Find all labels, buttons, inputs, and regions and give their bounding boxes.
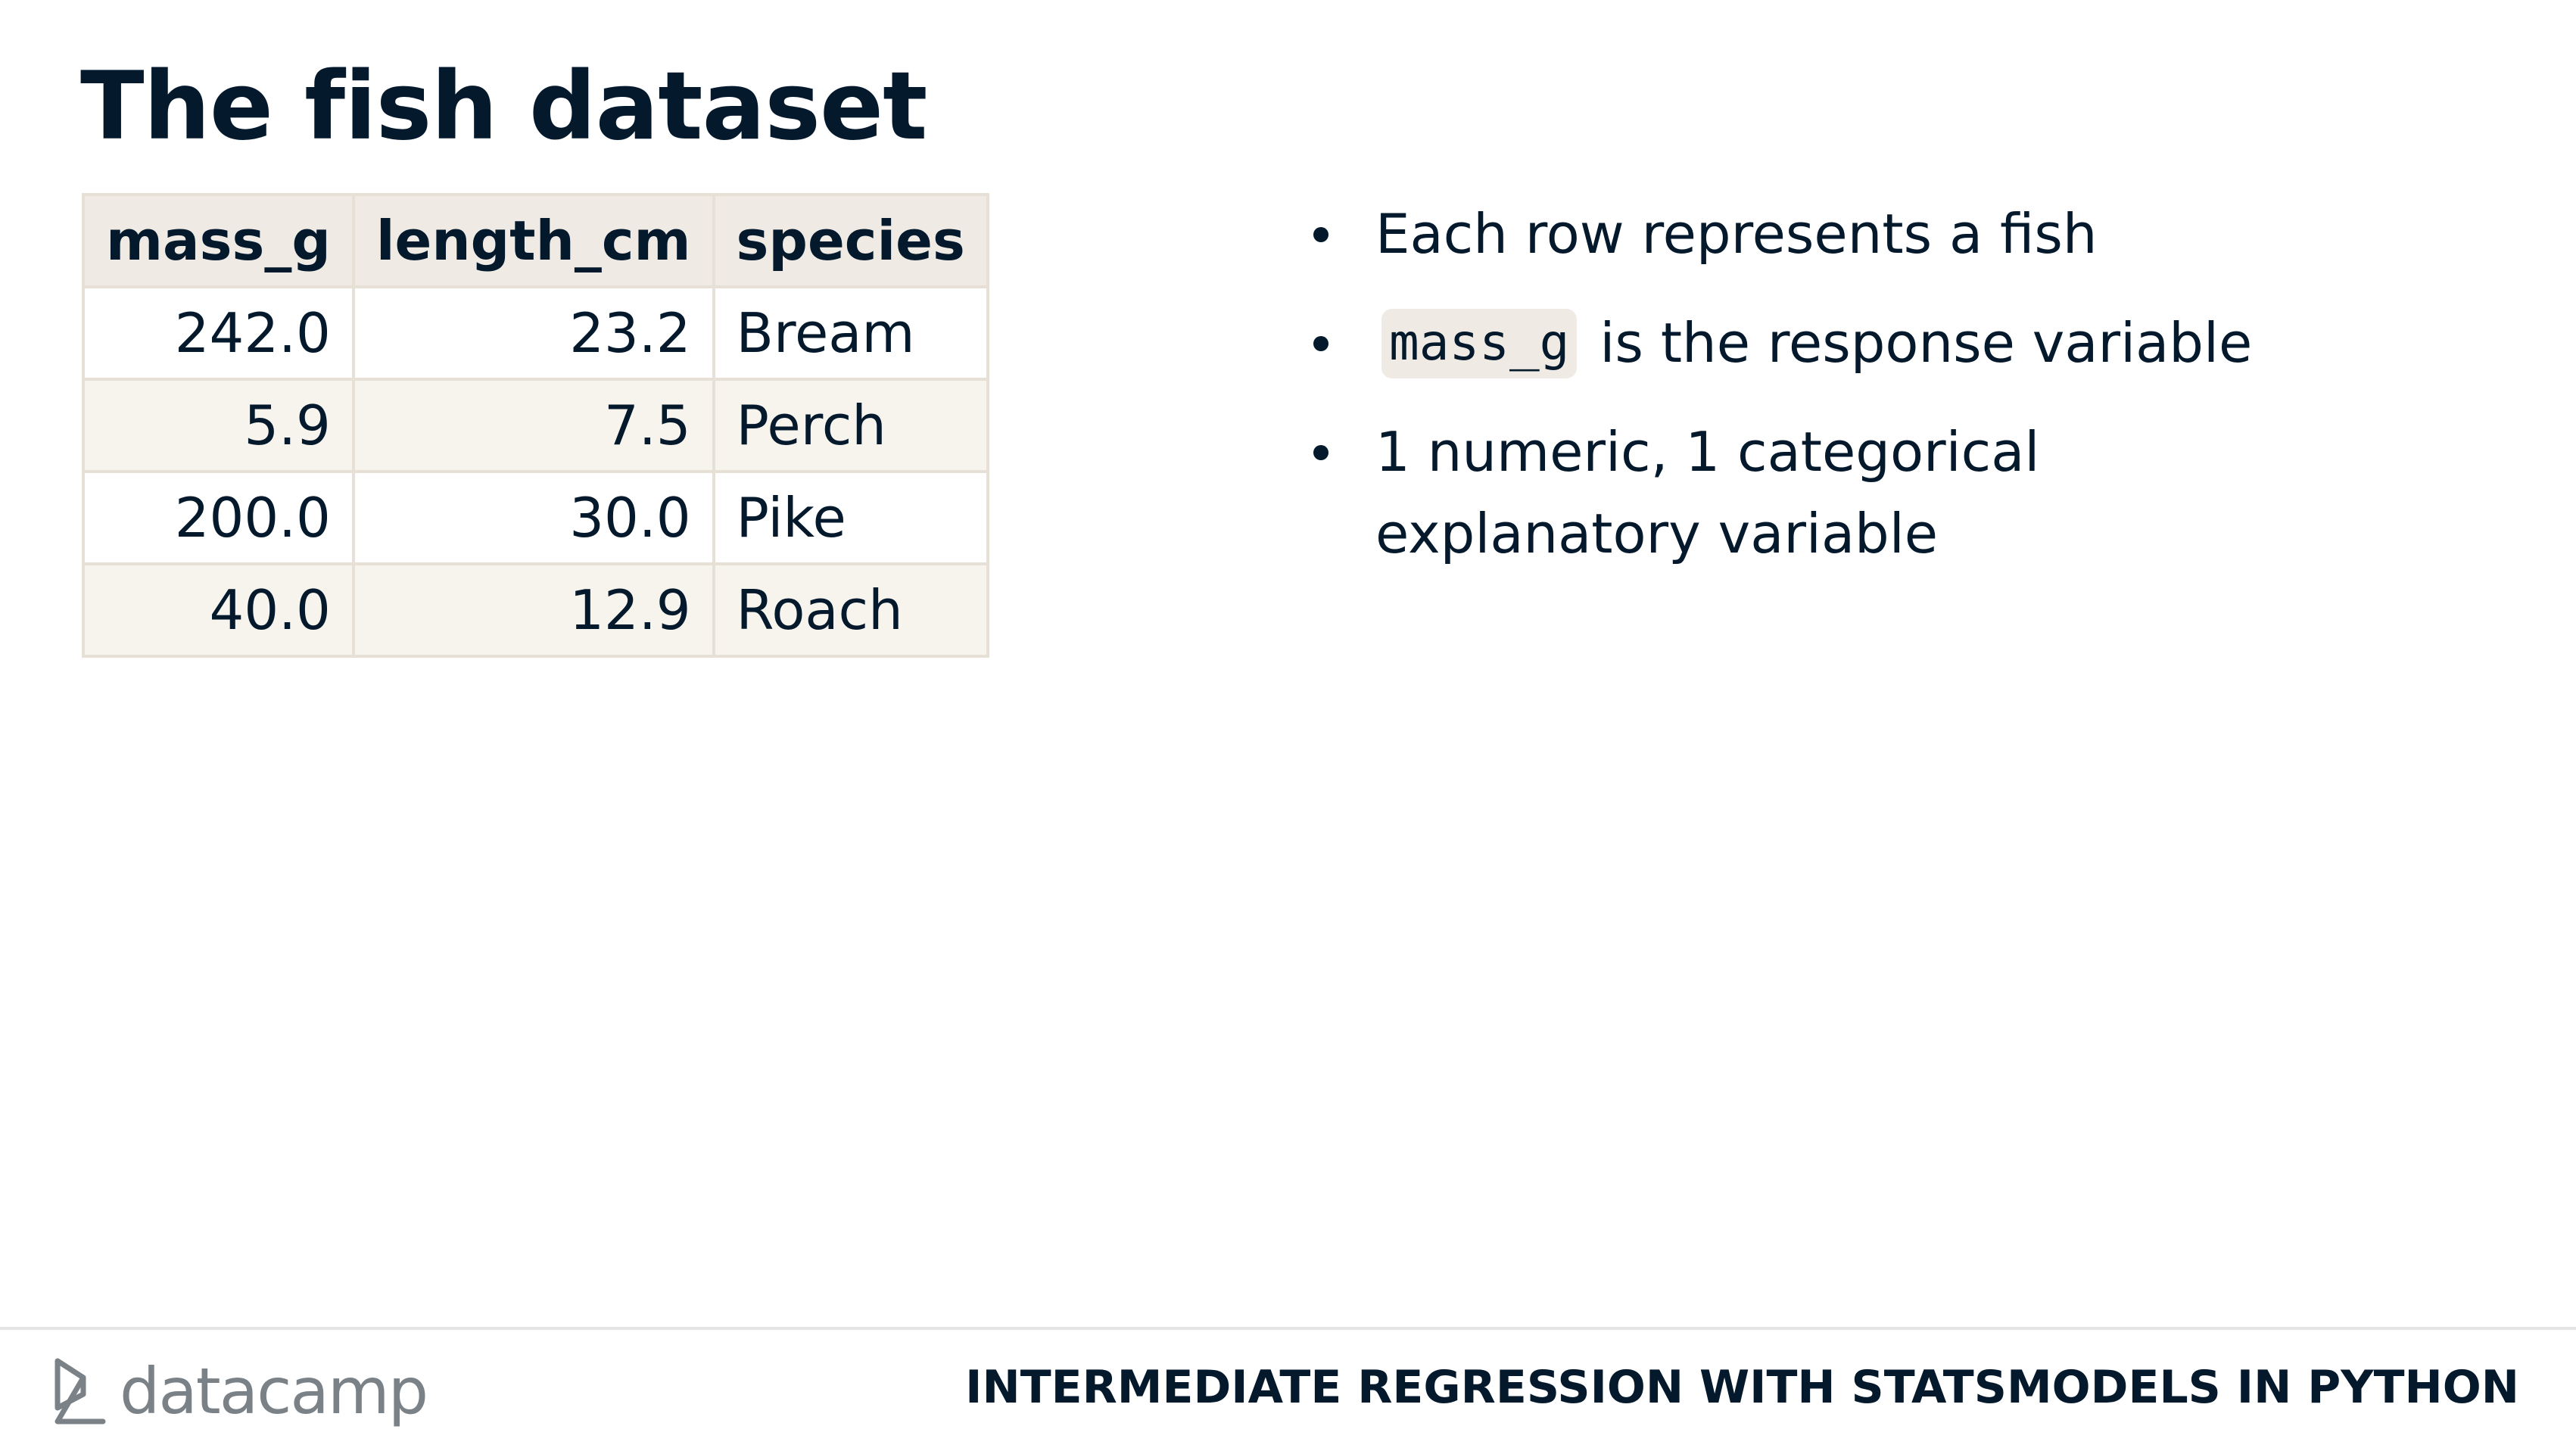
- bullet-text: is the response variable: [1599, 311, 2253, 375]
- bullet-item: mass_g is the response variable: [1313, 302, 2373, 384]
- cell-species: Bream: [712, 285, 989, 381]
- table-header-row: mass_g length_cm species: [82, 193, 989, 288]
- footer-divider: [0, 1327, 2576, 1330]
- table-row: 200.0 30.0 Pike: [82, 470, 989, 565]
- cell-length: 30.0: [351, 470, 715, 565]
- cell-species: Perch: [712, 378, 989, 473]
- table-row: 5.9 7.5 Perch: [82, 378, 989, 473]
- cell-mass: 40.0: [82, 562, 355, 658]
- bullet-dot-icon: [1313, 445, 1328, 460]
- bullet-item: Each row represents a fish: [1313, 193, 2373, 275]
- table-row: 242.0 23.2 Bream: [82, 285, 989, 381]
- cell-mass: 200.0: [82, 470, 355, 565]
- bullet-text: Each row represents a fish: [1375, 202, 2098, 266]
- cell-length: 12.9: [351, 562, 715, 658]
- brand-name: datacamp: [120, 1354, 428, 1428]
- cell-species: Roach: [712, 562, 989, 658]
- cell-length: 23.2: [351, 285, 715, 381]
- cell-mass: 5.9: [82, 378, 355, 473]
- fish-data-table: mass_g length_cm species 242.0 23.2 Brea…: [82, 193, 989, 658]
- cell-mass: 242.0: [82, 285, 355, 381]
- course-title: INTERMEDIATE REGRESSION WITH STATSMODELS…: [965, 1361, 2519, 1414]
- bullet-dot-icon: [1313, 336, 1328, 351]
- cell-length: 7.5: [351, 378, 715, 473]
- bullet-item: 1 numeric, 1 categorical explanatory var…: [1313, 411, 2373, 574]
- table-row: 40.0 12.9 Roach: [82, 562, 989, 658]
- column-header-species: species: [712, 193, 989, 288]
- bullet-text: 1 numeric, 1 categorical explanatory var…: [1375, 420, 2040, 565]
- datacamp-logo: datacamp: [53, 1350, 428, 1433]
- bullet-list: Each row represents a fish mass_g is the …: [1313, 193, 2373, 602]
- inline-code: mass_g: [1381, 309, 1578, 379]
- bullet-dot-icon: [1313, 227, 1328, 242]
- datacamp-logo-icon: [55, 1358, 106, 1425]
- slide-title: The fish dataset: [80, 52, 927, 161]
- column-header-length: length_cm: [351, 193, 715, 288]
- column-header-mass: mass_g: [82, 193, 355, 288]
- cell-species: Pike: [712, 470, 989, 565]
